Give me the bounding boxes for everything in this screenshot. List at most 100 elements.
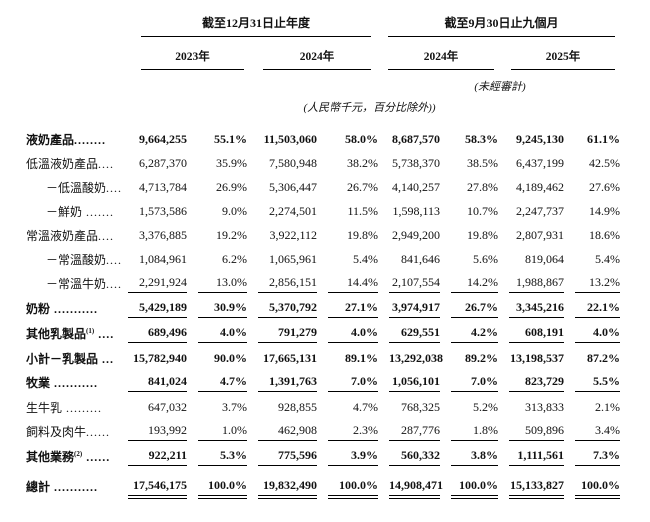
- year-header-2024: 2024年: [263, 39, 372, 70]
- year-header-2025-9m: 2025年: [511, 39, 616, 70]
- row-label-text: 其他乳製品: [26, 327, 87, 341]
- value-cell: 313,833: [499, 395, 565, 420]
- value-cell: 647,032: [118, 395, 188, 420]
- value-text: 22.1%: [575, 300, 621, 318]
- value-text: 27.8%: [467, 180, 499, 194]
- value-cell: 5.3%: [188, 444, 248, 469]
- value-text: 1.0%: [198, 423, 247, 441]
- value-text: 1,988,867: [509, 275, 565, 293]
- value-text: 14.2%: [451, 275, 499, 293]
- value-text: 89.1%: [345, 351, 379, 365]
- value-cell: 87.2%: [565, 346, 621, 371]
- row-label-text: 常溫液奶產品: [26, 229, 99, 243]
- table-row: 奶粉 ........... 5,429,189 30.9% 5,370,792 27.…: [25, 296, 621, 321]
- value-text: 18.6%: [589, 228, 621, 242]
- value-cell: 4.7%: [188, 371, 248, 395]
- value-text: 9,664,255: [139, 132, 187, 146]
- value-cell: 100.0%: [441, 469, 499, 499]
- table-row: 飼料及肉牛...... 193,992 1.0% 462,908 2.3% 287,776…: [25, 420, 621, 444]
- value-text: 4.7%: [198, 374, 247, 392]
- value-text: 90.0%: [214, 351, 247, 365]
- value-text: 19.8%: [467, 228, 499, 242]
- value-text: 5,738,370: [392, 156, 441, 170]
- value-cell: 629,551: [379, 321, 441, 346]
- value-cell: 9,664,255: [118, 128, 188, 152]
- value-cell: 5,429,189: [118, 296, 188, 321]
- value-text: 3.4%: [575, 423, 621, 441]
- row-label: 生牛乳 .........: [25, 395, 118, 420]
- value-text: 922,211: [128, 448, 187, 466]
- value-text: 7,580,948: [269, 156, 317, 170]
- year-2024-cell: 2024年: [248, 38, 379, 71]
- value-cell: 2.3%: [318, 420, 379, 444]
- dot-leader: ......: [86, 425, 111, 439]
- value-text: 841,646: [401, 252, 441, 266]
- value-text: 3,376,885: [139, 228, 187, 242]
- value-cell: 2,856,151: [248, 272, 318, 296]
- value-cell: 7.0%: [318, 371, 379, 395]
- value-cell: 42.5%: [565, 152, 621, 176]
- value-cell: 2.1%: [565, 395, 621, 420]
- value-text: 4.2%: [451, 325, 499, 343]
- value-text: 3.9%: [328, 448, 379, 466]
- value-text: 4,713,784: [139, 180, 187, 194]
- value-text: 17,546,175: [128, 478, 187, 499]
- value-text: 87.2%: [587, 351, 621, 365]
- value-text: 4.7%: [353, 400, 379, 414]
- value-text: 5,429,189: [128, 300, 187, 318]
- value-text: 4.0%: [575, 325, 621, 343]
- revenue-breakdown-table: 截至12月31日止年度 截至9月30日止九個月 2023年 2024年 2024…: [25, 13, 621, 499]
- value-text: 17,665,131: [263, 351, 317, 365]
- period-group-9m-cell: 截至9月30日止九個月: [379, 13, 621, 38]
- value-cell: 5,306,447: [248, 176, 318, 200]
- value-text: 11,503,060: [263, 132, 317, 146]
- value-text: 193,992: [128, 423, 187, 441]
- value-cell: 15,782,940: [118, 346, 188, 371]
- dot-leader: ....: [106, 277, 123, 291]
- unaudited-note-row: (未經審計): [25, 71, 621, 95]
- value-text: 7.0%: [328, 374, 379, 392]
- value-cell: 608,191: [499, 321, 565, 346]
- value-cell: 6.2%: [188, 248, 248, 272]
- value-cell: 2,274,501: [248, 200, 318, 224]
- row-label: －常溫酸奶....: [25, 248, 121, 272]
- unaudited-note: (未經審計): [474, 81, 526, 93]
- dot-leader: ...........: [50, 302, 99, 316]
- value-text: 4.0%: [328, 325, 379, 343]
- value-text: 5.3%: [198, 448, 247, 466]
- value-cell: 1,573,586: [118, 200, 188, 224]
- table-row: 生牛乳 ......... 647,032 3.7% 928,855 4.7% 768,3…: [25, 395, 621, 420]
- value-text: 1,391,763: [258, 374, 317, 392]
- value-text: 1,598,113: [392, 204, 441, 218]
- value-cell: 14.4%: [318, 272, 379, 296]
- value-cell: 61.1%: [565, 128, 621, 152]
- value-text: 19.2%: [216, 228, 247, 242]
- value-text: 89.2%: [465, 351, 499, 365]
- row-label: 常溫液奶產品....: [25, 224, 118, 248]
- value-cell: 4,713,784: [118, 176, 188, 200]
- value-text: 7.0%: [451, 374, 499, 392]
- value-text: 6,437,199: [516, 156, 565, 170]
- table-header: 截至12月31日止年度 截至9月30日止九個月 2023年 2024年 2024…: [25, 13, 621, 128]
- value-cell: 4,189,462: [499, 176, 565, 200]
- value-text: 11.5%: [347, 204, 379, 218]
- table-row: 總計 ........... 17,546,175 100.0% 19,832,490…: [25, 469, 621, 499]
- row-label-text: 總計: [26, 480, 51, 494]
- value-text: 5.5%: [575, 374, 621, 392]
- value-text: 3,345,216: [509, 300, 565, 318]
- dot-leader: ....: [98, 157, 115, 171]
- value-text: 14.9%: [589, 204, 621, 218]
- dot-leader: ....: [106, 253, 123, 267]
- value-cell: 4,140,257: [379, 176, 441, 200]
- value-cell: 89.1%: [318, 346, 379, 371]
- row-label-text: 飼料及肉牛: [26, 425, 87, 439]
- value-text: 1,056,101: [389, 374, 441, 392]
- value-cell: 7.0%: [441, 371, 499, 395]
- value-text: 100.0%: [451, 478, 499, 499]
- header-spacer: [25, 95, 118, 128]
- value-cell: 26.9%: [188, 176, 248, 200]
- row-label-text: －常溫酸奶: [46, 253, 107, 267]
- value-cell: 100.0%: [188, 469, 248, 499]
- value-cell: 928,855: [248, 395, 318, 420]
- row-label-text: 生牛乳: [26, 401, 63, 415]
